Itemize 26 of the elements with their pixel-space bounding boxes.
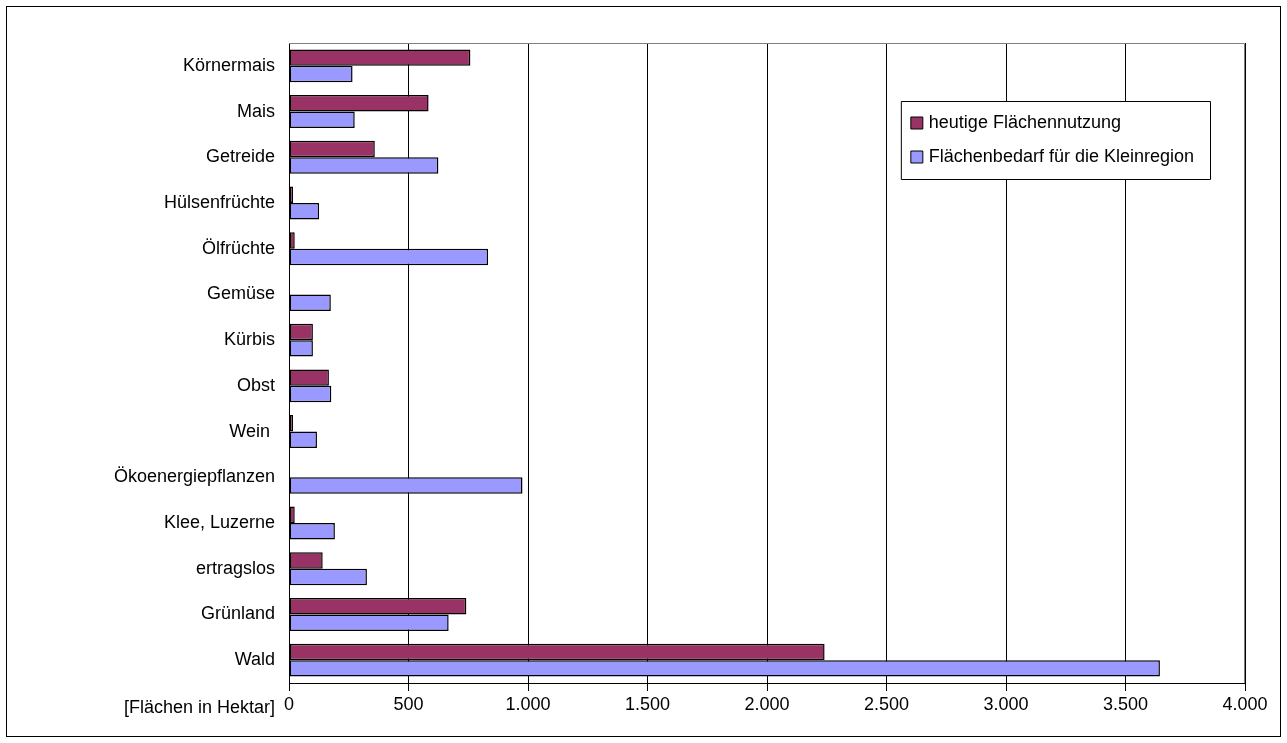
y-tick-label: Getreide <box>205 146 275 167</box>
y-tick-label: Klee, Luzerne <box>163 511 275 532</box>
x-tick-label: 500 <box>393 693 424 714</box>
y-tick-label: Hülsenfrüchte <box>163 191 275 212</box>
y-tick-label: Kürbis <box>223 329 275 350</box>
x-tick-label: 4.000 <box>1222 693 1268 714</box>
legend-label: heutige Flächennutzung <box>928 111 1121 132</box>
x-tick-label: 0 <box>283 693 295 714</box>
x-tick-label: 1.500 <box>624 693 671 714</box>
x-tick-label: 3.000 <box>983 693 1029 714</box>
y-tick-label: Mais <box>236 100 275 121</box>
x-axis-title: [Flächen in Hektar] <box>123 696 275 717</box>
y-tick-label: Grünland <box>200 603 275 624</box>
legend-label: Flächenbedarf für die Kleinregion <box>928 145 1195 166</box>
y-tick-label: Ökoenergiepflanzen <box>113 466 275 487</box>
x-tick-label: 2.500 <box>863 693 910 714</box>
x-tick-label: 2.000 <box>744 693 790 714</box>
y-tick-label: Obst <box>236 374 275 395</box>
y-tick-label: Körnermais <box>182 54 275 75</box>
y-tick-label: Wein <box>229 420 275 441</box>
y-tick-label: Gemüse <box>206 283 275 304</box>
y-tick-label: Wald <box>234 649 275 670</box>
x-tick-label: 1.000 <box>505 693 551 714</box>
x-tick-label: 3.500 <box>1102 693 1149 714</box>
y-tick-label: Ölfrüchte <box>201 237 275 258</box>
y-tick-label: ertragslos <box>195 557 275 578</box>
